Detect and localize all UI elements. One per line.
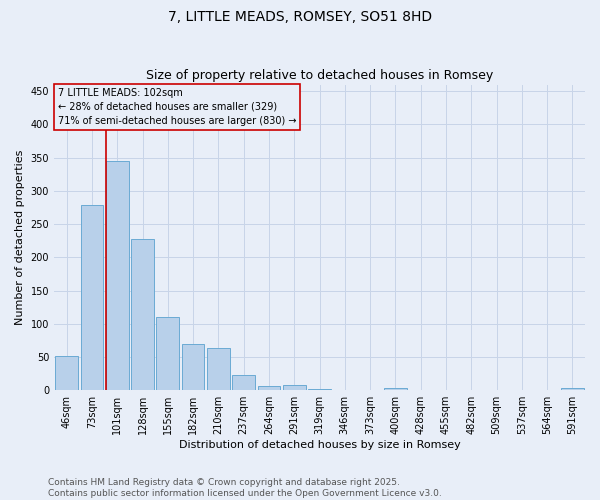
Bar xyxy=(207,348,230,390)
Text: 7, LITTLE MEADS, ROMSEY, SO51 8HD: 7, LITTLE MEADS, ROMSEY, SO51 8HD xyxy=(168,10,432,24)
Bar xyxy=(283,385,305,390)
X-axis label: Distribution of detached houses by size in Romsey: Distribution of detached houses by size … xyxy=(179,440,460,450)
Bar xyxy=(182,344,205,390)
Bar xyxy=(106,161,128,390)
Text: Contains HM Land Registry data © Crown copyright and database right 2025.
Contai: Contains HM Land Registry data © Crown c… xyxy=(48,478,442,498)
Bar xyxy=(232,375,255,390)
Bar xyxy=(80,206,103,390)
Y-axis label: Number of detached properties: Number of detached properties xyxy=(15,150,25,325)
Bar xyxy=(131,238,154,390)
Bar xyxy=(157,317,179,390)
Text: 7 LITTLE MEADS: 102sqm
← 28% of detached houses are smaller (329)
71% of semi-de: 7 LITTLE MEADS: 102sqm ← 28% of detached… xyxy=(58,88,296,126)
Title: Size of property relative to detached houses in Romsey: Size of property relative to detached ho… xyxy=(146,69,493,82)
Bar xyxy=(257,386,280,390)
Bar xyxy=(561,388,584,390)
Bar xyxy=(384,388,407,390)
Bar xyxy=(55,356,78,390)
Bar xyxy=(308,389,331,390)
